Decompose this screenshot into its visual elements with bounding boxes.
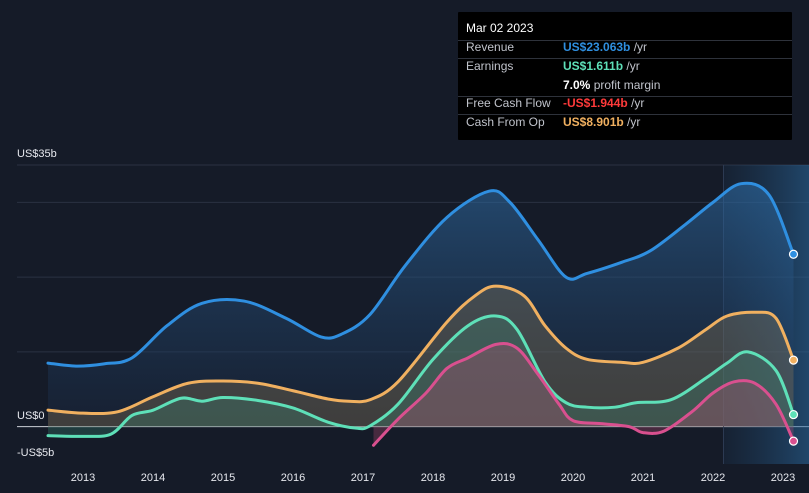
x-tick-2021: 2021 [631,472,655,484]
y-axis-label-top: US$35b [17,148,57,160]
tooltip-divider [458,58,792,59]
x-tick-2022: 2022 [701,472,725,484]
tooltip-value-wrap: US$8.901b /yr [563,115,640,129]
revenue-endpoint[interactable] [788,249,799,259]
y-axis-label-zero: US$0 [17,410,45,422]
tooltip-value-wrap: US$23.063b /yr [563,40,647,54]
earnings-line [46,314,795,438]
tooltip-divider [458,40,792,41]
tooltip-row-margin: 7.0% profit margin [466,78,786,96]
x-tick-2023: 2023 [771,472,795,484]
cash-from-op-line [46,284,795,416]
free-cash-flow-area [373,343,794,446]
tooltip-label: Free Cash Flow [466,96,551,110]
tooltip-value: US$23.063b [563,40,631,54]
earnings-endpoint[interactable] [788,409,799,420]
revenue-area [48,183,794,427]
x-tick-2014: 2014 [141,472,165,484]
x-tick-2019: 2019 [491,472,515,484]
free-cash-flow-line [372,342,795,447]
tooltip-unit: /yr [623,115,641,129]
x-tick-2017: 2017 [351,472,375,484]
free-cash-flow-endpoint[interactable] [788,436,799,446]
tooltip-value: US$8.901b [563,115,624,129]
x-tick-2016: 2016 [281,472,305,484]
tooltip-unit: /yr [627,96,645,110]
tooltip-unit: /yr [623,59,640,73]
tooltip-value: US$1.611b [563,59,624,73]
tooltip-divider [458,96,792,97]
tooltip-row-earnings: Earnings US$1.611b /yr [466,59,786,77]
series-lines [46,181,795,447]
series-endpoints [788,249,799,446]
x-tick-2013: 2013 [71,472,95,484]
tooltip-label: Earnings [466,59,514,73]
tooltip-label: Revenue [466,40,515,54]
axis-labels: US$35b US$0 -US$5b [17,148,57,459]
data-tooltip: Mar 02 2023 Revenue US$23.063b /yr Earni… [458,12,792,140]
x-tick-2018: 2018 [421,472,445,484]
cash-from-op-endpoint[interactable] [788,355,799,365]
tooltip-row-revenue: Revenue US$23.063b /yr [466,40,786,58]
tooltip-row-fcf: Free Cash Flow -US$1.944b /yr [466,96,786,114]
tooltip-date: Mar 02 2023 [466,21,534,35]
tooltip-row-cfo: Cash From Op US$8.901b /yr [466,115,786,133]
x-tick-2015: 2015 [211,472,235,484]
tooltip-value: 7.0% [563,78,591,92]
tooltip-value-wrap: 7.0% profit margin [563,78,660,92]
tooltip-value-wrap: US$1.611b /yr [563,59,640,73]
tooltip-unit: profit margin [590,78,661,92]
x-axis-ticks: 2013 2014 2015 2016 2017 2018 2019 2020 2021 2022… [71,472,795,484]
tooltip-divider [458,114,792,115]
tooltip-unit: /yr [630,40,648,54]
tooltip-value: -US$1.944b [563,96,628,110]
tooltip-value-wrap: -US$1.944b /yr [563,96,644,110]
y-axis-label-bottom: -US$5b [17,447,54,459]
x-tick-2020: 2020 [561,472,585,484]
revenue-line [46,181,795,368]
tooltip-label: Cash From Op [466,115,545,129]
